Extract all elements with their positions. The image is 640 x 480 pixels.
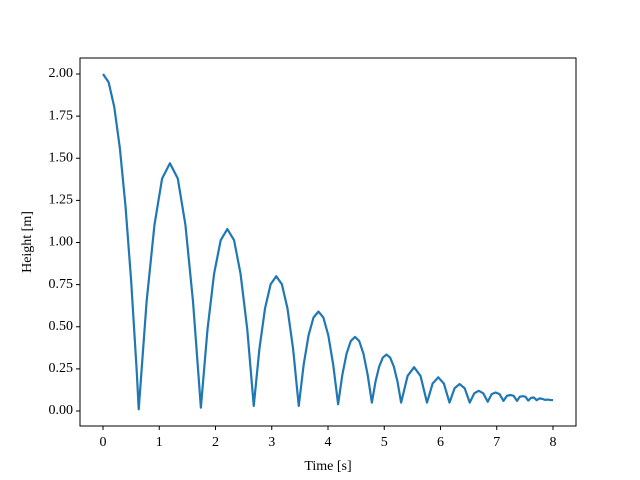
x-tick-label: 4 — [325, 435, 332, 450]
y-axis-label: Height [m] — [20, 211, 35, 273]
y-tick-label: 1.50 — [49, 150, 74, 165]
x-tick-label: 8 — [549, 435, 556, 450]
y-tick-label: 1.25 — [49, 193, 74, 208]
data-line — [102, 73, 553, 411]
y-tick-label: 1.00 — [49, 235, 74, 250]
y-tick-label: 2.00 — [49, 66, 74, 81]
x-tick-label: 5 — [381, 435, 388, 450]
x-tick-label: 1 — [156, 435, 163, 450]
y-tick-label: 0.75 — [49, 277, 74, 292]
axes-frame — [79, 57, 577, 427]
x-tick-label: 3 — [268, 435, 275, 450]
y-tick-label: 0.25 — [49, 361, 74, 376]
x-tick-label: 2 — [212, 435, 219, 450]
x-tick-label: 0 — [100, 435, 107, 450]
y-tick-label: 0.00 — [49, 403, 74, 418]
x-axis-label: Time [s] — [304, 459, 351, 474]
x-tick-label: 6 — [437, 435, 444, 450]
y-tick-label: 0.50 — [49, 319, 74, 334]
y-tick-label: 1.75 — [49, 108, 74, 123]
x-tick-label: 7 — [493, 435, 500, 450]
